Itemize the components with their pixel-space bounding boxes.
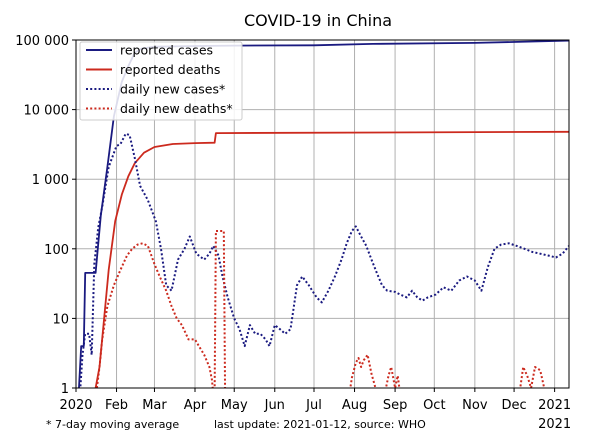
footnote: * 7-day moving average (46, 418, 179, 431)
y-tick-label: 100 000 (15, 34, 69, 49)
x-tick-label: Oct (423, 398, 445, 413)
series-daily-new-deaths-line (519, 366, 546, 388)
series-reported-deaths-line (93, 130, 569, 388)
x-tick-label: 2021 (538, 398, 571, 413)
x-tick-label: Sep (383, 398, 408, 413)
legend-label: daily new deaths* (120, 101, 233, 116)
y-tick-label: 1 (61, 382, 69, 397)
chart-title: COVID-19 in China (244, 11, 392, 30)
axis-ticks: 2020 Feb Mar Apr May Jun Jul Aug Sep Oct Nov Dec 202… (15, 34, 571, 432)
legend-label: reported deaths (120, 62, 220, 77)
x-tick-label: Jul (305, 398, 322, 413)
x-tick-label: Mar (142, 398, 167, 413)
y-tick-label: 10 (52, 312, 69, 327)
series-daily-new-cases-line (79, 132, 569, 388)
legend-box (79, 41, 243, 121)
y-tick-label: 1 000 (32, 173, 69, 188)
plot-frame (75, 39, 570, 389)
x-tick-label: Apr (184, 398, 207, 413)
x-tick-label: 2020 (59, 398, 92, 413)
series-daily-new-deaths-line (213, 230, 227, 388)
x-tick-label: Jun (264, 398, 285, 413)
x-tick-label: Feb (105, 398, 128, 413)
x-year-label: 2021 (538, 417, 571, 432)
x-tick-label: May (221, 398, 248, 413)
x-tick-label: Nov (462, 398, 488, 413)
series-daily-new-deaths-line (384, 366, 401, 388)
y-tick-label: 10 000 (24, 104, 70, 119)
legend-label: daily new cases* (120, 82, 225, 97)
legend-label: reported cases (120, 43, 213, 58)
x-tick-label: Aug (342, 398, 367, 413)
update-note: last update: 2021-01-12, source: WHO (214, 418, 426, 431)
y-tick-label: 100 (44, 243, 69, 258)
series-daily-new-deaths-line (349, 353, 377, 388)
series-daily-new-deaths-line (557, 387, 560, 388)
series-daily-new-deaths-line (95, 242, 214, 388)
legend: reported cases reported deaths daily new c… (79, 41, 243, 121)
x-tick-label: Dec (501, 398, 526, 413)
